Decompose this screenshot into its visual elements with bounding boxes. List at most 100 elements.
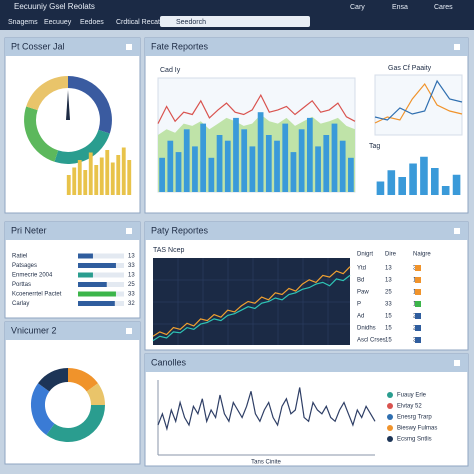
row-value: 33	[128, 292, 135, 298]
bar	[348, 157, 354, 192]
column-header: Dire	[385, 252, 397, 258]
panel-menu[interactable]	[454, 228, 460, 234]
status-square	[415, 265, 421, 271]
status-square	[415, 325, 421, 331]
bar	[376, 181, 385, 195]
row-value: 25	[128, 282, 135, 288]
header-action: Cary	[350, 4, 365, 11]
bar	[420, 156, 428, 195]
bar	[241, 129, 248, 192]
panel-menu[interactable]	[454, 360, 460, 366]
panel-menu[interactable]	[454, 44, 460, 50]
bar	[409, 163, 417, 195]
row-label: Porttas	[12, 282, 31, 288]
bar	[78, 253, 93, 259]
cell: 15	[385, 338, 392, 344]
legend-dot	[387, 436, 393, 442]
bar	[72, 167, 77, 195]
panel-header	[145, 222, 468, 240]
cell: 13	[385, 266, 392, 272]
bar	[83, 170, 88, 195]
bar	[216, 135, 223, 192]
cell: 33	[385, 302, 392, 308]
panel-title: Paty Reportes	[151, 225, 209, 235]
plot-area	[374, 74, 463, 136]
search-box[interactable]	[160, 16, 310, 27]
bar	[224, 140, 231, 192]
bar	[265, 135, 272, 192]
row-value: 13	[128, 273, 135, 279]
legend-label: Fuauy Erle	[397, 393, 427, 399]
bar	[306, 117, 313, 192]
legend-dot	[387, 414, 393, 420]
line	[157, 387, 376, 432]
panel-header	[5, 322, 140, 340]
bar	[110, 162, 115, 195]
panel-header	[5, 38, 140, 56]
chart-title: Tag	[369, 143, 380, 150]
nav-tab: Crdtical Recate	[116, 19, 164, 26]
donut-segment	[54, 129, 110, 164]
line	[374, 79, 463, 121]
line	[152, 266, 351, 337]
donut-segment	[67, 76, 112, 134]
donut-segment	[67, 368, 98, 392]
bar	[452, 174, 461, 195]
chart-title: Cad Iy	[160, 67, 181, 74]
bar	[200, 123, 207, 192]
bar	[257, 112, 264, 192]
row-label: Carlay	[12, 301, 29, 307]
cell: Dnidhs	[357, 326, 376, 332]
bar	[78, 291, 116, 297]
legend-label: Enesrg Trarp	[397, 415, 432, 421]
cell: 25	[385, 290, 392, 296]
donut-segment	[46, 404, 105, 442]
bar	[94, 165, 99, 195]
cell: Ytd	[357, 266, 366, 272]
legend-label: Ecsmg Sntlis	[397, 437, 432, 443]
column-header: Naigre	[413, 252, 431, 258]
bar	[159, 157, 165, 192]
bar	[274, 140, 280, 192]
header-action: Ensa	[392, 4, 408, 11]
row-value: 13	[128, 254, 135, 260]
bar-track	[78, 253, 124, 259]
bar	[331, 123, 338, 192]
donut-segment	[86, 383, 105, 406]
cell: Bd	[357, 278, 364, 284]
panel-menu[interactable]	[126, 328, 132, 334]
legend-dot	[387, 403, 393, 409]
bar	[431, 168, 439, 195]
bar	[315, 146, 321, 192]
panel-header	[145, 354, 468, 372]
bar	[398, 177, 406, 195]
column-header: Dnigrt	[357, 252, 373, 258]
bar	[116, 155, 121, 195]
bar	[66, 175, 71, 195]
bar	[127, 160, 132, 195]
panel-title: Fate Reportes	[151, 41, 209, 51]
bar	[282, 123, 289, 192]
legend-label: Bieswy Fulmas	[397, 426, 437, 432]
cell: Ascl Crses	[357, 338, 386, 344]
status-square	[415, 301, 421, 307]
nav-tab: Snagems	[8, 19, 38, 26]
cell: 15	[385, 326, 392, 332]
dark-plot	[153, 258, 350, 345]
bar	[208, 157, 215, 192]
bar	[441, 186, 450, 195]
donut-segment	[31, 383, 55, 435]
bar	[78, 301, 115, 306]
panel-menu[interactable]	[126, 228, 132, 234]
status-square	[415, 277, 421, 283]
panel-menu[interactable]	[126, 44, 132, 50]
bar	[323, 135, 330, 192]
bar	[88, 152, 93, 195]
area	[158, 114, 355, 192]
row-label: Patsages	[12, 263, 37, 269]
status-square	[415, 337, 421, 343]
cell: 15	[385, 314, 392, 320]
bar	[121, 147, 126, 195]
legend-dot	[387, 425, 393, 431]
row-value: 33	[128, 263, 135, 269]
